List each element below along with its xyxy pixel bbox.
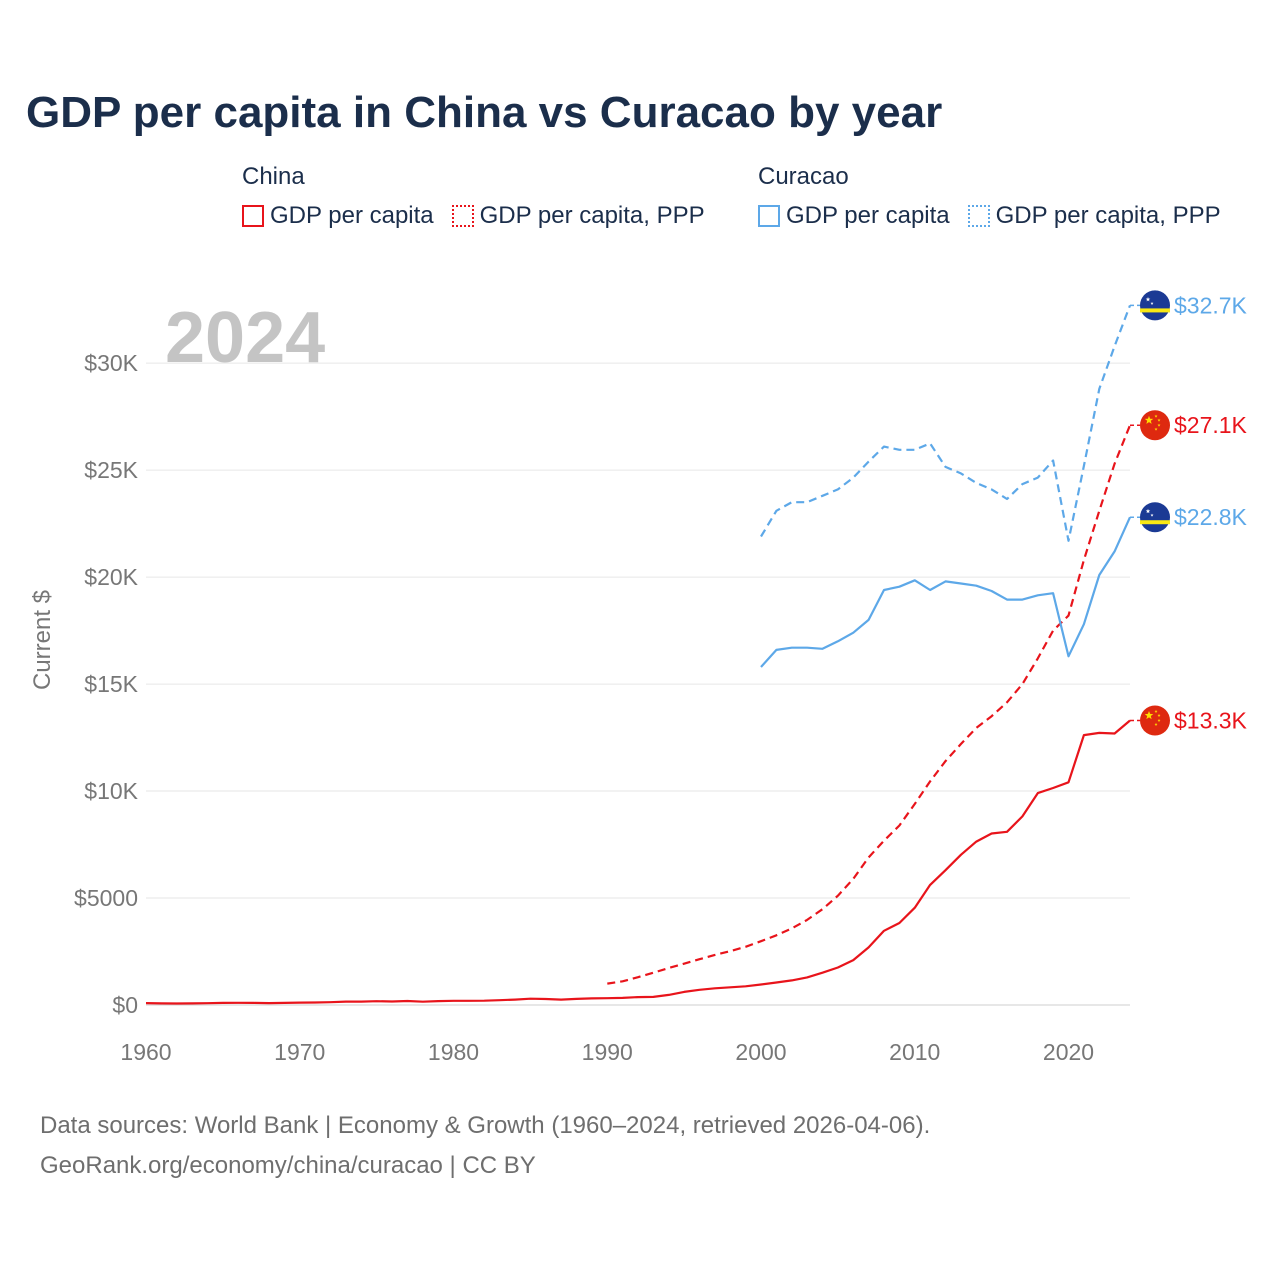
y-tick-label: $20K [84,564,138,590]
flag-star [1157,418,1161,422]
curacao-flag-icon [1140,290,1170,321]
y-axis: $0 $5000 $10K $15K $20K $25K $30K [74,350,139,1018]
x-tick-label: 1990 [582,1039,633,1065]
curacao-flag-icon [1140,502,1170,533]
flag-star [1145,508,1151,514]
x-tick-label: 2010 [889,1039,940,1065]
flag-star [1157,718,1161,722]
legend-group-china: China GDP per capita GDP per capita, PPP [242,162,705,230]
year-watermark: 2024 [165,298,325,378]
flag-star [1145,297,1151,302]
x-tick-label: 1970 [274,1039,325,1065]
flag-star [1157,423,1161,427]
legend-group-title: Curacao [758,163,849,190]
flag-stripe [1140,308,1170,313]
end-value-label: $13.3K [1174,707,1248,733]
footer-url: GeoRank.org/economy/china/curacao | CC B… [40,1152,536,1179]
y-tick-label: $25K [84,457,138,483]
y-tick-label: $15K [84,671,138,697]
flag-star [1157,713,1161,717]
legend-swatch-dotted-icon [967,205,990,227]
grid [146,362,1130,1006]
x-axis: 1960 1970 1980 1990 2000 2010 2020 [120,1039,1094,1065]
legend-item-curacao-gdp-ppp[interactable]: GDP per capita, PPP [967,202,1221,230]
x-tick-label: 1960 [120,1039,171,1065]
legend-group-curacao: Curacao GDP per capita GDP per capita, P… [758,162,1221,230]
end-value-label: $32.7K [1174,292,1248,318]
legend-item-label: GDP per capita, PPP [995,202,1221,229]
china-flag-icon [1140,410,1170,441]
flag-background [1140,410,1170,441]
flag-background [1140,502,1170,533]
legend-item-label: GDP per capita [270,202,434,229]
legend-swatch-solid-icon [758,205,780,227]
flag-star [1154,709,1158,713]
legend-item-china-gdp-ppp[interactable]: GDP per capita, PPP [451,202,705,230]
flag-star [1150,301,1154,305]
flag-background [1140,705,1170,736]
flag-background [1140,290,1170,321]
series-line [607,424,1132,985]
flag-star [1150,513,1154,517]
series-line [760,305,1132,542]
china-flag-icon [1140,705,1170,736]
flag-star [1154,722,1158,726]
y-tick-label: $10K [84,778,138,804]
footer-source: Data sources: World Bank | Economy & Gro… [40,1112,931,1139]
legend-swatch-solid-icon [242,205,264,227]
y-tick-label: $30K [84,350,138,376]
flag-star [1154,427,1158,431]
flag-star [1144,710,1154,720]
footer: Data sources: World Bank | Economy & Gro… [40,1106,930,1186]
legend-item-china-gdp[interactable]: GDP per capita [242,202,434,230]
end-value-label: $22.8K [1174,504,1248,530]
legend-swatch-dotted-icon [451,205,474,227]
legend-item-curacao-gdp[interactable]: GDP per capita [758,202,950,230]
x-tick-label: 2020 [1043,1039,1094,1065]
legend-item-label: GDP per capita [786,202,950,229]
legend-item-label: GDP per capita, PPP [479,202,705,229]
y-tick-label: $5000 [74,885,138,911]
x-tick-label: 2000 [735,1039,786,1065]
series-lines [145,305,1132,1005]
legend-group-title: China [242,163,305,190]
end-markers: $13.3K $27.1K $22.8K $32.7K [1130,290,1248,736]
flag-star [1144,415,1154,424]
series-line [145,719,1131,1005]
x-tick-label: 1980 [428,1039,479,1065]
y-axis-label: Current $ [29,590,56,690]
end-value-label: $27.1K [1174,412,1248,438]
chart-title: GDP per capita in China vs Curacao by ye… [26,88,943,137]
flag-star [1154,414,1158,418]
y-tick-label: $0 [112,992,138,1018]
flag-stripe [1140,520,1170,525]
series-line [760,516,1132,668]
